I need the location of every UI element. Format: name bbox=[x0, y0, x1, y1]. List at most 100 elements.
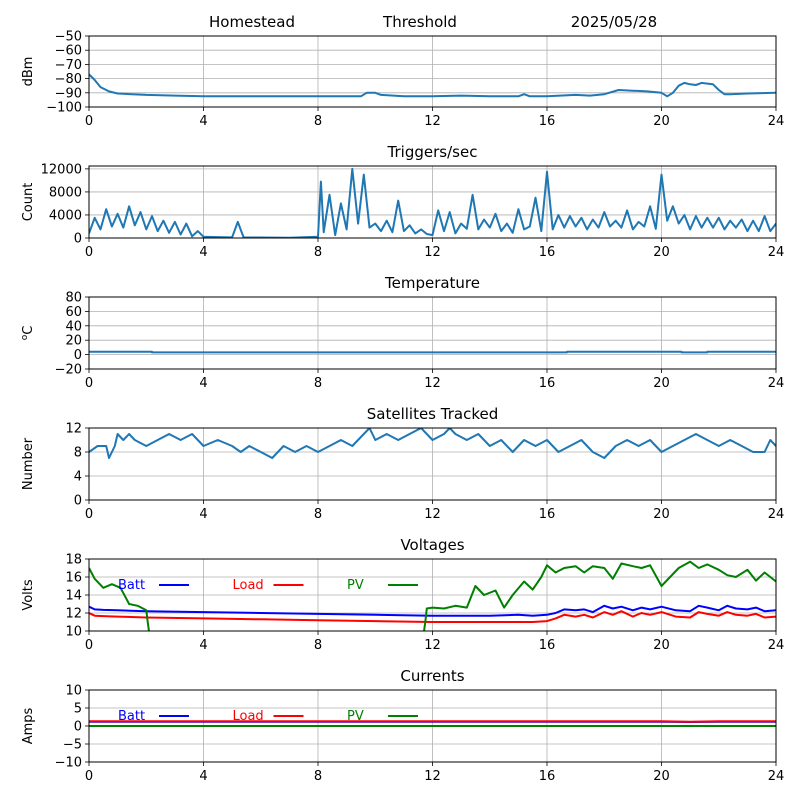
y-tick-label: 4000 bbox=[49, 208, 82, 223]
x-tick-label: 4 bbox=[199, 114, 207, 129]
x-tick-label: 20 bbox=[653, 376, 670, 391]
chart-panel-1: 0 4 8 12 16 20 24 0 4000 8000 12000 Triggers/sec Cou… bbox=[21, 143, 784, 260]
x-tick-label: 0 bbox=[85, 507, 93, 522]
x-tick-label: 16 bbox=[539, 769, 556, 784]
y-axis-label: Amps bbox=[21, 707, 36, 744]
x-tick-label: 12 bbox=[424, 507, 441, 522]
legend-label-batt: Batt bbox=[118, 578, 145, 593]
degree-symbol: o bbox=[20, 334, 30, 340]
y-tick-label: 12 bbox=[65, 422, 82, 437]
x-tick-label: 4 bbox=[199, 769, 207, 784]
y-tick-label: −100 bbox=[46, 101, 82, 116]
header-date-label: 2025/05/28 bbox=[571, 13, 657, 31]
legend-label-pv: PV bbox=[347, 709, 364, 724]
y-tick-label: −5 bbox=[63, 738, 82, 753]
y-tick-label: −80 bbox=[55, 72, 82, 87]
header-center-label: Threshold bbox=[382, 13, 457, 31]
x-tick-label: 4 bbox=[199, 507, 207, 522]
x-tick-label: 24 bbox=[768, 245, 785, 260]
series-line-0 bbox=[89, 350, 776, 354]
y-axis-label: Volts bbox=[21, 579, 36, 611]
y-axis-label: Count bbox=[21, 183, 36, 222]
legend-label-load: Load bbox=[233, 709, 264, 724]
x-tick-label: 8 bbox=[314, 769, 322, 784]
x-tick-label: 24 bbox=[768, 114, 785, 129]
y-tick-label: 12000 bbox=[41, 162, 82, 177]
x-tick-label: 24 bbox=[768, 638, 785, 653]
chart-title: Triggers/sec bbox=[387, 143, 478, 161]
chart-title: Voltages bbox=[400, 536, 464, 554]
x-tick-label: 8 bbox=[314, 638, 322, 653]
x-tick-label: 16 bbox=[539, 114, 556, 129]
y-axis-label: dBm bbox=[21, 57, 36, 87]
y-tick-label: 4 bbox=[74, 470, 82, 485]
x-tick-label: 20 bbox=[653, 638, 670, 653]
x-tick-label: 0 bbox=[85, 769, 93, 784]
y-tick-label: 0 bbox=[74, 232, 82, 247]
y-tick-label: 20 bbox=[65, 334, 82, 349]
y-tick-label: 14 bbox=[65, 589, 82, 604]
chart-panel-4: 0 4 8 12 16 20 24 10 12 14 16 18 Voltages Volts Batt Lo… bbox=[21, 536, 784, 653]
x-tick-label: 20 bbox=[653, 245, 670, 260]
x-tick-label: 4 bbox=[199, 638, 207, 653]
y-axis-label: Number bbox=[21, 437, 36, 490]
x-tick-label: 12 bbox=[424, 769, 441, 784]
y-tick-label: −90 bbox=[55, 86, 82, 101]
x-tick-label: 12 bbox=[424, 245, 441, 260]
y-tick-label: 8 bbox=[74, 446, 82, 461]
chart-title: Currents bbox=[400, 667, 464, 685]
x-tick-label: 8 bbox=[314, 245, 322, 260]
x-tick-label: 16 bbox=[539, 638, 556, 653]
chart-panel-0: 0 4 8 12 16 20 24 −100−90−80−70−60−50 dBm bbox=[21, 30, 784, 130]
chart-panel-5: 0 4 8 12 16 20 24 −10 −5 0 5 10 Currents Amps Batt Load… bbox=[21, 667, 784, 784]
y-tick-label: 0 bbox=[74, 494, 82, 509]
series-line-load bbox=[89, 610, 776, 623]
unit-letter: C bbox=[21, 326, 36, 335]
series-line-0 bbox=[89, 73, 776, 98]
y-tick-label: 60 bbox=[65, 305, 82, 320]
y-tick-label: 40 bbox=[65, 319, 82, 334]
x-tick-label: 12 bbox=[424, 638, 441, 653]
legend-label-pv: PV bbox=[347, 578, 364, 593]
y-tick-label: 5 bbox=[74, 702, 82, 717]
x-tick-label: 0 bbox=[85, 638, 93, 653]
x-tick-label: 12 bbox=[424, 114, 441, 129]
x-tick-label: 8 bbox=[314, 114, 322, 129]
x-tick-label: 0 bbox=[85, 376, 93, 391]
series-line-batt bbox=[89, 604, 776, 617]
y-tick-label: 16 bbox=[65, 571, 82, 586]
x-tick-label: 16 bbox=[539, 245, 556, 260]
y-tick-label: 0 bbox=[74, 720, 82, 735]
series-line-0 bbox=[89, 167, 776, 238]
y-tick-label: 10 bbox=[65, 625, 82, 640]
header-left-label: Homestead bbox=[209, 13, 295, 31]
x-tick-label: 16 bbox=[539, 376, 556, 391]
x-tick-label: 8 bbox=[314, 507, 322, 522]
x-tick-label: 24 bbox=[768, 769, 785, 784]
y-tick-label: 18 bbox=[65, 553, 82, 568]
x-tick-label: 16 bbox=[539, 507, 556, 522]
x-tick-label: 20 bbox=[653, 769, 670, 784]
y-tick-label: −50 bbox=[55, 30, 82, 45]
legend-label-load: Load bbox=[233, 578, 264, 593]
y-tick-label: −60 bbox=[55, 44, 82, 59]
chart-panel-3: 0 4 8 12 16 20 24 0 4 8 12 Satellites Tracked Number bbox=[21, 405, 784, 522]
x-tick-label: 4 bbox=[199, 245, 207, 260]
chart-title: Satellites Tracked bbox=[367, 405, 498, 423]
x-tick-label: 20 bbox=[653, 114, 670, 129]
y-tick-label: 8000 bbox=[49, 185, 82, 200]
series-line-pv bbox=[89, 560, 776, 631]
y-axis-label: oC bbox=[20, 326, 36, 341]
x-tick-label: 20 bbox=[653, 507, 670, 522]
x-tick-label: 8 bbox=[314, 376, 322, 391]
y-tick-label: 12 bbox=[65, 607, 82, 622]
series-line-0 bbox=[89, 428, 776, 459]
y-tick-label: −10 bbox=[55, 756, 82, 771]
x-tick-label: 24 bbox=[768, 376, 785, 391]
y-tick-label: 0 bbox=[74, 348, 82, 363]
x-tick-label: 0 bbox=[85, 245, 93, 260]
y-tick-label: −20 bbox=[55, 363, 82, 378]
x-tick-label: 24 bbox=[768, 507, 785, 522]
